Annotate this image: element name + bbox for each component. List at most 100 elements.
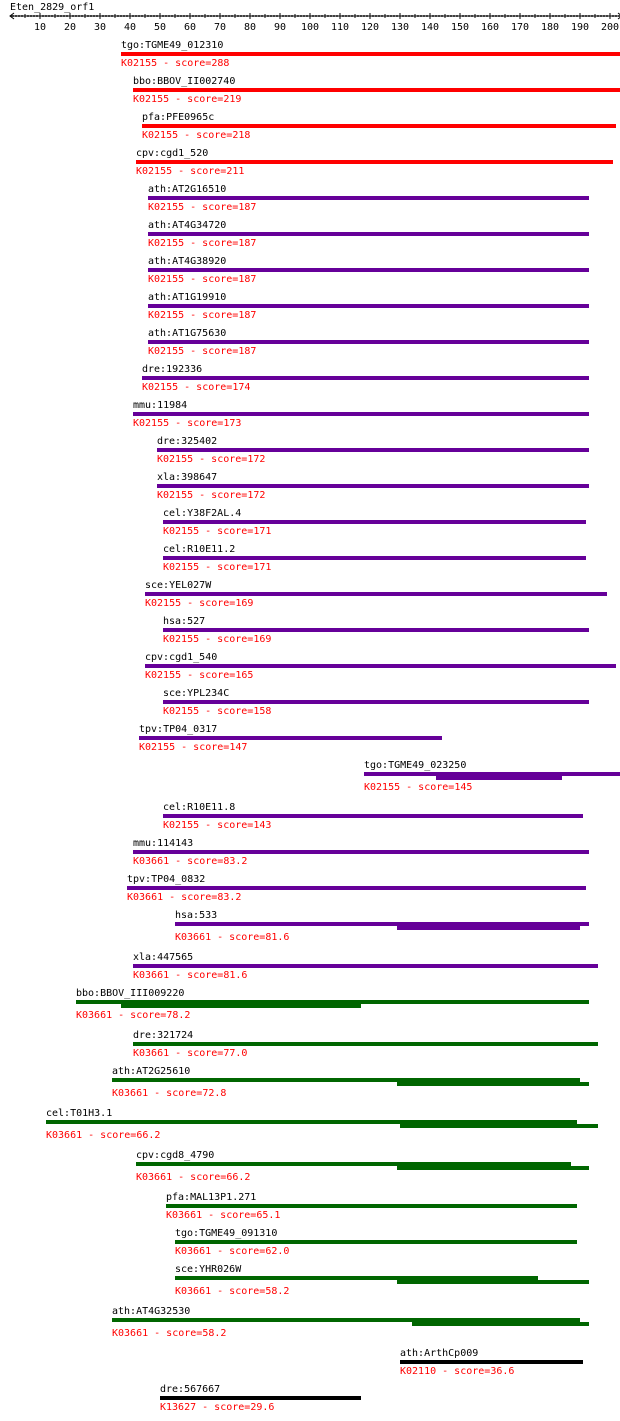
- score-separator: - score=: [172, 166, 226, 177]
- hit-alignment-bar: [400, 1360, 583, 1364]
- hit-score-label: K02155 - score=288: [121, 58, 229, 69]
- hit-alignment-bar: [145, 664, 616, 668]
- hit-row: sce:YHR026W K03661 - score=58.2: [175, 1264, 589, 1297]
- score-separator: - score=: [199, 706, 253, 717]
- score-separator: - score=: [199, 820, 253, 831]
- hit-alignment-bar: [175, 922, 589, 926]
- score-value: 187: [238, 274, 256, 285]
- hit-alignment-bar: [157, 484, 589, 488]
- hit-gene-label: tgo:TGME49_023250: [364, 760, 466, 771]
- hit-score-label: K02155 - score=172: [157, 490, 265, 501]
- score-separator: - score=: [184, 274, 238, 285]
- hit-row: bbo:BBOV_II002740 K02155 - score=219: [133, 76, 620, 105]
- score-separator: - score=: [157, 58, 211, 69]
- hit-row: sce:YEL027W K02155 - score=169: [145, 580, 607, 609]
- hit-score-label: K02155 - score=169: [145, 598, 253, 609]
- ko-id: K13627: [160, 1402, 196, 1413]
- ko-id: K02155: [148, 346, 184, 357]
- hit-gene-label: ath:AT4G32530: [112, 1306, 190, 1317]
- ko-id: K02155: [133, 418, 169, 429]
- hit-score-label: K13627 - score=29.6: [160, 1402, 274, 1413]
- score-separator: - score=: [193, 454, 247, 465]
- score-value: 219: [223, 94, 241, 105]
- ruler-left-arrow-icon: [9, 12, 15, 20]
- score-separator: - score=: [181, 598, 235, 609]
- ko-id: K02155: [157, 454, 193, 465]
- hit-gene-label: dre:567667: [160, 1384, 220, 1395]
- hit-alignment-bar: [148, 232, 589, 236]
- score-value: 169: [253, 634, 271, 645]
- score-separator: - score=: [172, 1172, 226, 1183]
- ko-id: K02155: [121, 58, 157, 69]
- hit-score-label: K02155 - score=147: [139, 742, 247, 753]
- hit-alignment-bar: [397, 1166, 589, 1170]
- hit-score-label: K02155 - score=187: [148, 310, 256, 321]
- ko-id: K03661: [133, 1048, 169, 1059]
- hit-alignment-bar: [397, 926, 580, 930]
- ko-id: K02155: [133, 94, 169, 105]
- ruler-tick-label: 150: [451, 22, 469, 33]
- ko-id: K02155: [163, 706, 199, 717]
- score-value: 147: [229, 742, 247, 753]
- ko-id: K03661: [136, 1172, 172, 1183]
- score-separator: - score=: [184, 238, 238, 249]
- hit-gene-label: sce:YEL027W: [145, 580, 212, 591]
- ruler-tick-label: 110: [331, 22, 349, 33]
- hit-score-label: K02155 - score=158: [163, 706, 271, 717]
- ko-id: K02155: [157, 490, 193, 501]
- hit-row: hsa:527 K02155 - score=169: [163, 616, 589, 645]
- score-separator: - score=: [82, 1130, 136, 1141]
- ko-id: K03661: [112, 1328, 148, 1339]
- hit-gene-label: cpv:cgd8_4790: [136, 1150, 214, 1161]
- score-value: 171: [253, 562, 271, 573]
- score-value: 62.0: [265, 1246, 289, 1257]
- score-separator: - score=: [202, 1210, 256, 1221]
- hit-alignment-bar: [112, 1078, 580, 1082]
- score-value: 169: [235, 598, 253, 609]
- ko-id: K03661: [175, 1286, 211, 1297]
- score-separator: - score=: [178, 382, 232, 393]
- ruler-tick-label: 80: [244, 22, 256, 33]
- hit-alignment-bar: [412, 1322, 589, 1326]
- hit-alignment-bar: [148, 268, 589, 272]
- score-separator: - score=: [181, 670, 235, 681]
- hit-score-label: K02155 - score=171: [163, 562, 271, 573]
- ruler-tick-label: 90: [274, 22, 286, 33]
- hit-score-label: K02155 - score=169: [163, 634, 271, 645]
- ruler-right-arrow-icon: [617, 12, 620, 20]
- hit-gene-label: sce:YHR026W: [175, 1264, 242, 1275]
- hit-gene-label: dre:325402: [157, 436, 217, 447]
- ruler-tick-label: 50: [154, 22, 166, 33]
- hit-score-label: K03661 - score=81.6: [175, 932, 289, 943]
- hit-row: tgo:TGME49_012310 K02155 - score=288: [121, 40, 620, 69]
- score-value: 211: [226, 166, 244, 177]
- hit-gene-label: cpv:cgd1_540: [145, 652, 217, 663]
- hit-score-label: K03661 - score=81.6: [133, 970, 247, 981]
- hit-row: hsa:533 K03661 - score=81.6: [175, 910, 589, 943]
- hit-gene-label: tpv:TP04_0832: [127, 874, 205, 885]
- hit-row: tpv:TP04_0832 K03661 - score=83.2: [127, 874, 586, 903]
- score-value: 72.8: [202, 1088, 226, 1099]
- hit-score-label: K02155 - score=172: [157, 454, 265, 465]
- score-separator: - score=: [175, 742, 229, 753]
- hit-row: tgo:TGME49_023250 K02155 - score=145: [364, 760, 620, 793]
- hit-row: cpv:cgd1_520 K02155 - score=211: [136, 148, 613, 177]
- ko-id: K02110: [400, 1366, 436, 1377]
- score-separator: - score=: [169, 970, 223, 981]
- hit-score-label: K03661 - score=58.2: [175, 1286, 289, 1297]
- hit-score-label: K03661 - score=66.2: [46, 1130, 160, 1141]
- hit-gene-label: mmu:114143: [133, 838, 193, 849]
- hit-gene-label: ath:AT1G19910: [148, 292, 226, 303]
- ko-id: K02155: [163, 820, 199, 831]
- score-separator: - score=: [199, 526, 253, 537]
- hit-score-label: K03661 - score=83.2: [127, 892, 241, 903]
- score-value: 66.2: [226, 1172, 250, 1183]
- score-separator: - score=: [178, 130, 232, 141]
- hit-score-label: K03661 - score=62.0: [175, 1246, 289, 1257]
- ruler-tick-label: 170: [511, 22, 529, 33]
- score-value: 218: [232, 130, 250, 141]
- score-value: 58.2: [265, 1286, 289, 1297]
- ko-id: K02155: [163, 526, 199, 537]
- hit-gene-label: tpv:TP04_0317: [139, 724, 217, 735]
